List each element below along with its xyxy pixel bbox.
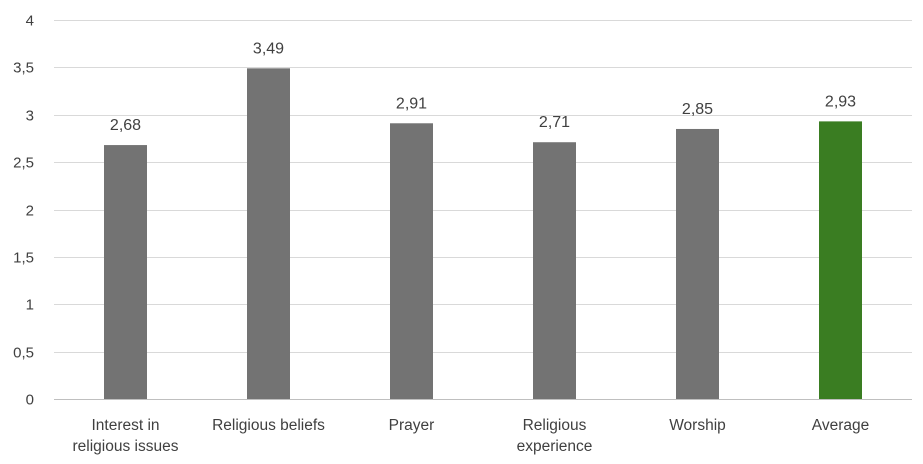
data-label: 2,71 — [539, 114, 570, 131]
bars — [104, 68, 862, 400]
bar — [676, 128, 719, 399]
bar — [390, 123, 433, 399]
category-label: Average — [812, 417, 869, 434]
category-label: Religious experience — [517, 417, 593, 455]
category-label-line: Prayer — [389, 417, 435, 434]
y-axis-tick-labels: 0 0,5 1 1,5 2 2,5 3 3,5 4 — [13, 13, 34, 409]
data-label: 3,49 — [253, 40, 284, 57]
x-axis-category-labels: Interest in religious issues Religious bel… — [73, 417, 870, 455]
y-tick-label: 2,5 — [13, 155, 34, 172]
data-label: 2,85 — [682, 101, 713, 118]
y-tick-label: 1,5 — [13, 250, 34, 267]
bar — [533, 142, 576, 400]
category-label: Interest in religious issues — [73, 417, 179, 455]
category-label: Worship — [669, 417, 726, 434]
y-tick-label: 3 — [26, 108, 34, 125]
data-label: 2,91 — [396, 95, 427, 112]
bar — [247, 68, 290, 399]
category-label-line: Religious — [523, 417, 587, 434]
y-tick-label: 2 — [26, 203, 34, 220]
data-label: 2,68 — [110, 117, 141, 134]
y-tick-label: 0 — [26, 392, 34, 409]
y-tick-label: 4 — [26, 13, 34, 30]
category-label-line: Interest in — [91, 417, 159, 434]
category-label-line: Worship — [669, 417, 726, 434]
category-label: Prayer — [389, 417, 435, 434]
data-label: 2,93 — [825, 93, 856, 110]
bar — [819, 121, 862, 399]
bar — [104, 145, 147, 399]
data-labels: 2,68 3,49 2,91 2,71 2,85 2,93 — [110, 40, 856, 134]
category-label-line: experience — [517, 438, 593, 455]
category-label-line: Average — [812, 417, 869, 434]
gridlines — [54, 20, 912, 400]
category-label: Religious beliefs — [212, 417, 325, 434]
y-tick-label: 3,5 — [13, 60, 34, 77]
category-label-line: Religious beliefs — [212, 417, 325, 434]
category-label-line: religious issues — [73, 438, 179, 455]
y-tick-label: 1 — [26, 297, 34, 314]
y-tick-label: 0,5 — [13, 345, 34, 362]
